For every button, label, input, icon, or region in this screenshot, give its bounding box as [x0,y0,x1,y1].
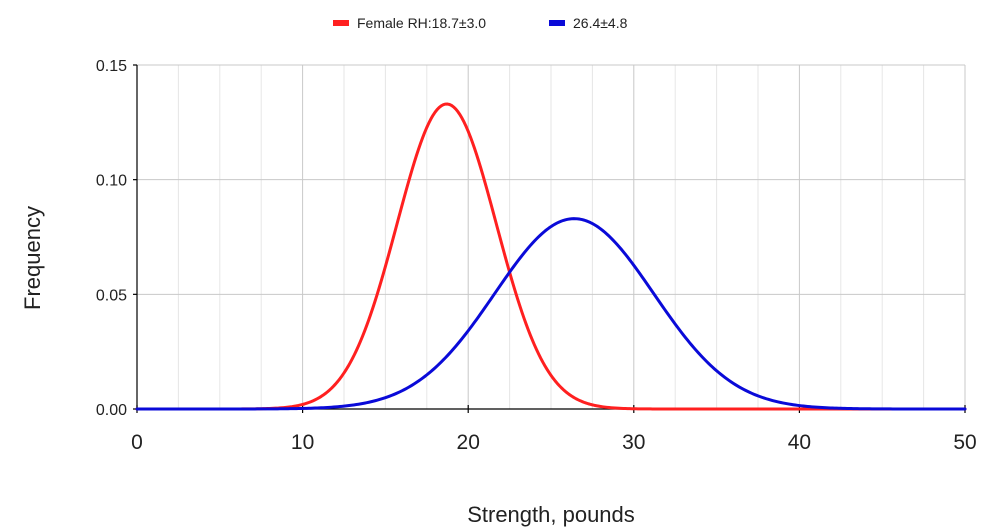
y-axis-title: Frequency [20,206,45,310]
y-tick-label: 0.05 [96,287,127,304]
x-tick-label: 40 [788,431,811,454]
x-tick-label: 30 [622,431,645,454]
series-line-second [135,217,967,411]
legend: Female RH:18.7±3.0 26.4±4.8 [333,15,628,31]
x-tick-label: 10 [291,431,314,454]
series [135,102,967,411]
x-tick-label: 50 [953,431,976,454]
x-tick-label: 0 [131,431,143,454]
x-axis-title: Strength, pounds [467,502,635,527]
legend-label-female-rh: Female RH:18.7±3.0 [357,15,486,31]
grid [136,64,966,410]
legend-label-second-series: 26.4±4.8 [573,15,628,31]
legend-swatch-second-series [549,20,565,26]
legend-swatch-female-rh [333,20,349,26]
tick-labels: 0 10 20 30 40 50 0.00 0.05 0.10 0.15 [96,58,977,454]
y-tick-label: 0.10 [96,173,127,190]
x-tick-label: 20 [457,431,480,454]
axes [133,64,966,413]
y-tick-label: 0.15 [96,58,127,75]
y-tick-label: 0.00 [96,402,127,419]
